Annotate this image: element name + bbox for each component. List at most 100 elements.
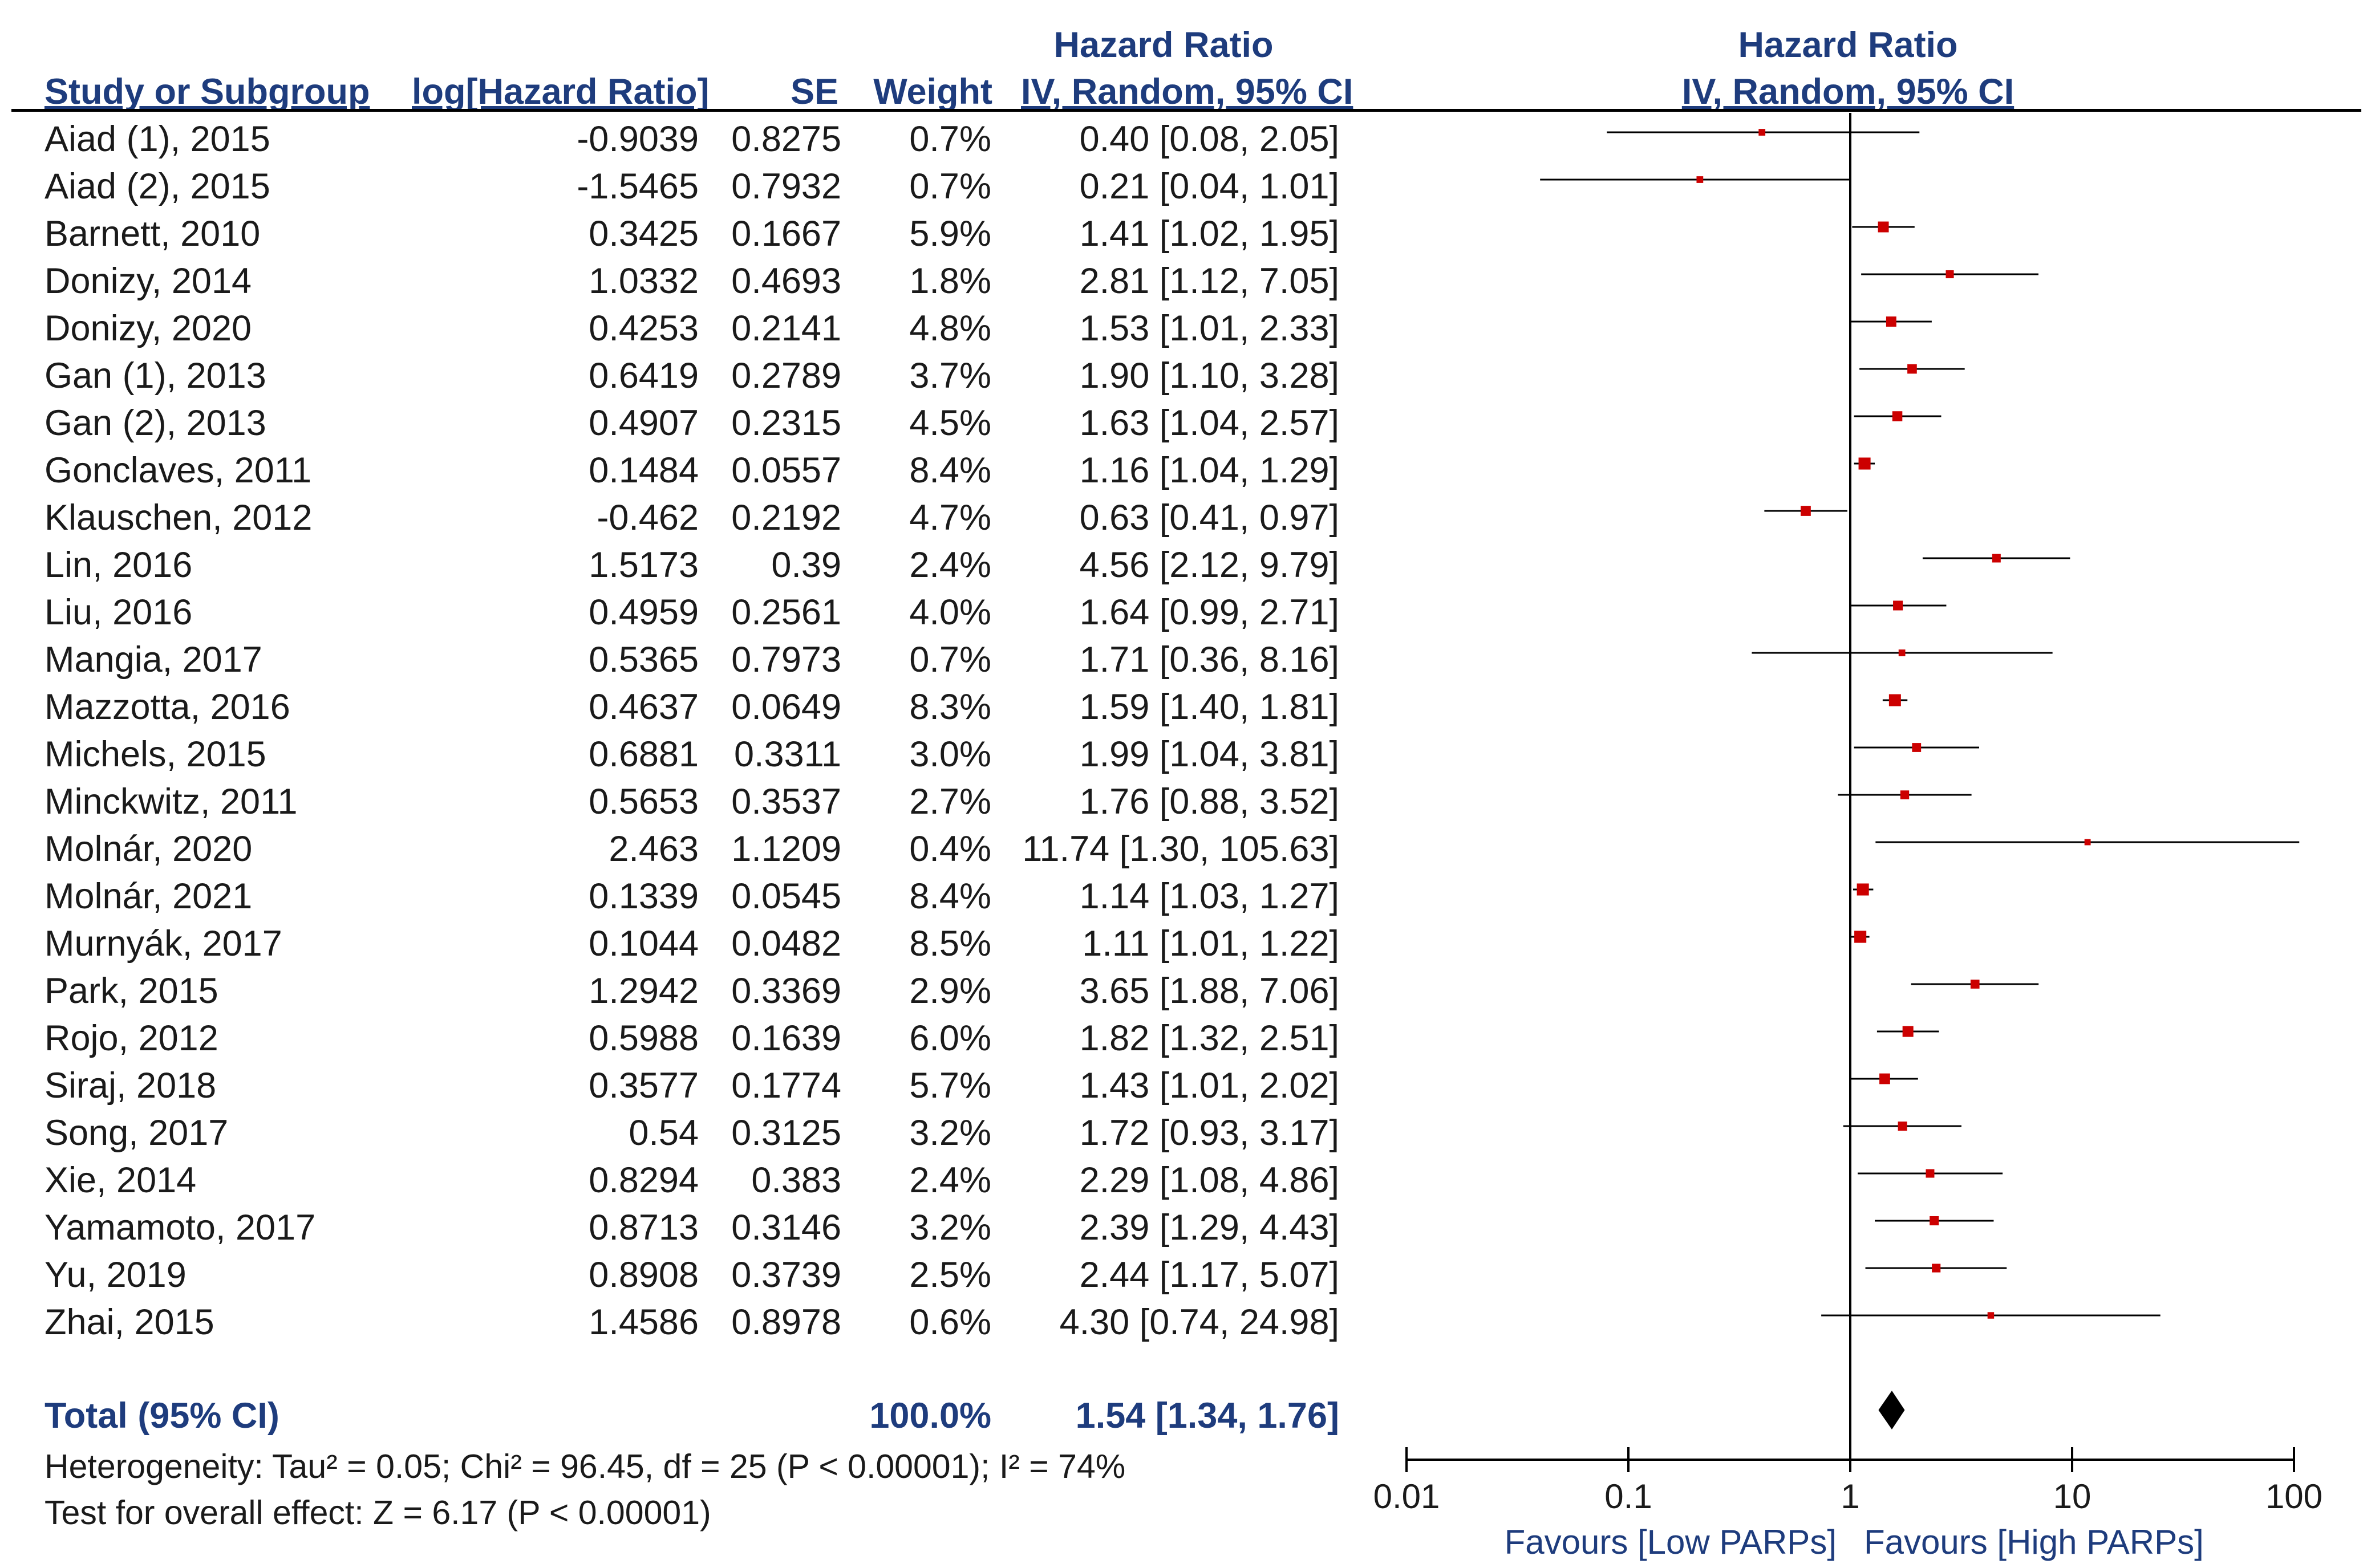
study-name: Barnett, 2010 — [44, 214, 261, 254]
study-se: 0.2192 — [731, 498, 841, 538]
study-se: 0.8275 — [731, 119, 841, 159]
study-weight: 8.3% — [909, 687, 991, 727]
study-name: Klauschen, 2012 — [44, 498, 313, 538]
study-log-hr: -0.9039 — [577, 119, 699, 159]
study-name: Xie, 2014 — [44, 1160, 197, 1200]
study-log-hr: 0.8908 — [589, 1255, 699, 1295]
study-name: Rojo, 2012 — [44, 1018, 218, 1058]
study-log-hr: 1.2942 — [589, 971, 699, 1011]
study-se: 0.39 — [771, 545, 841, 585]
study-ci: 2.29 [1.08, 4.86] — [1079, 1160, 1339, 1200]
study-log-hr: 0.1339 — [589, 876, 699, 916]
study-ci: 1.14 [1.03, 1.27] — [1079, 876, 1339, 916]
favours-right-label: Favours [High PARPs] — [1864, 1523, 2204, 1561]
hr-column-title: Hazard Ratio — [1053, 25, 1274, 65]
study-ci: 1.82 [1.32, 2.51] — [1079, 1018, 1339, 1058]
study-weight: 8.5% — [909, 924, 991, 964]
study-ci: 1.99 [1.04, 3.81] — [1079, 734, 1339, 774]
study-name: Gonclaves, 2011 — [44, 450, 312, 490]
header-hr-method: IV, Random, 95% CI — [1021, 72, 1353, 112]
favours-left-label: Favours [Low PARPs] — [1505, 1523, 1837, 1561]
study-weight: 2.7% — [909, 782, 991, 822]
study-weight: 8.4% — [909, 450, 991, 490]
study-marker — [1970, 980, 1980, 989]
study-ci: 0.63 [0.41, 0.97] — [1079, 498, 1339, 538]
study-se: 0.1639 — [731, 1018, 841, 1058]
study-name: Yu, 2019 — [44, 1255, 187, 1295]
study-ci: 0.21 [0.04, 1.01] — [1079, 166, 1339, 206]
study-weight: 5.7% — [909, 1066, 991, 1106]
study-log-hr: 0.3577 — [589, 1066, 699, 1106]
x-tick-label: 1 — [1841, 1477, 1859, 1516]
study-ci: 4.30 [0.74, 24.98] — [1059, 1302, 1339, 1342]
x-tick-label: 0.01 — [1373, 1477, 1440, 1516]
study-log-hr: 0.6881 — [589, 734, 699, 774]
study-marker — [1758, 129, 1766, 136]
study-marker — [2084, 839, 2091, 846]
overall-effect-text: Test for overall effect: Z = 6.17 (P < 0… — [44, 1494, 711, 1532]
study-log-hr: 2.463 — [609, 829, 699, 869]
study-log-hr: 0.3425 — [589, 214, 699, 254]
study-ci: 1.90 [1.10, 3.28] — [1079, 356, 1339, 396]
study-name: Donizy, 2020 — [44, 308, 252, 348]
study-log-hr: 0.5653 — [589, 782, 699, 822]
study-name: Molnár, 2020 — [44, 829, 253, 869]
study-marker — [1930, 1216, 1939, 1226]
study-marker — [1992, 554, 2001, 563]
study-log-hr: 1.4586 — [589, 1302, 699, 1342]
x-tick-label: 100 — [2265, 1477, 2323, 1516]
header-weight: Weight — [873, 72, 992, 112]
study-ci: 11.74 [1.30, 105.63] — [1022, 829, 1339, 869]
study-se: 0.3311 — [733, 734, 841, 774]
study-marker — [1801, 506, 1811, 516]
study-marker — [1987, 1312, 1995, 1319]
plot-title: Hazard Ratio — [1738, 25, 1958, 65]
study-se: 0.0649 — [731, 687, 841, 727]
study-ci: 1.59 [1.40, 1.81] — [1079, 687, 1339, 727]
study-weight: 4.5% — [909, 403, 991, 443]
study-name: Mangia, 2017 — [44, 640, 262, 680]
study-ci: 1.76 [0.88, 3.52] — [1079, 782, 1339, 822]
study-name: Siraj, 2018 — [44, 1066, 217, 1106]
study-weight: 8.4% — [909, 876, 991, 916]
study-se: 0.0545 — [731, 876, 841, 916]
study-se: 0.2141 — [731, 308, 841, 348]
study-weight: 2.5% — [909, 1255, 991, 1295]
study-ci: 1.63 [1.04, 2.57] — [1079, 403, 1339, 443]
heterogeneity-text: Heterogeneity: Tau² = 0.05; Chi² = 96.45… — [44, 1448, 1126, 1485]
study-name: Aiad (1), 2015 — [44, 119, 270, 159]
study-weight: 4.8% — [909, 308, 991, 348]
study-weight: 4.0% — [909, 592, 991, 632]
study-name: Zhai, 2015 — [44, 1302, 214, 1342]
study-weight: 2.4% — [909, 1160, 991, 1200]
study-se: 0.7932 — [731, 166, 841, 206]
study-se: 0.2315 — [731, 403, 841, 443]
study-weight: 0.7% — [909, 166, 991, 206]
study-marker — [1902, 1026, 1914, 1037]
pooled-diamond — [1878, 1391, 1905, 1429]
study-name: Song, 2017 — [44, 1113, 229, 1153]
study-log-hr: 0.1484 — [589, 450, 699, 490]
study-name: Minckwitz, 2011 — [44, 782, 298, 822]
study-se: 0.7973 — [731, 640, 841, 680]
study-weight: 0.7% — [909, 640, 991, 680]
study-se: 0.3739 — [731, 1255, 841, 1295]
study-name: Donizy, 2014 — [44, 261, 252, 301]
study-marker — [1857, 883, 1869, 896]
study-name: Gan (2), 2013 — [44, 403, 266, 443]
study-weight: 0.4% — [909, 829, 991, 869]
study-marker — [1898, 1121, 1907, 1131]
study-log-hr: 1.5173 — [589, 545, 699, 585]
study-se: 0.3125 — [731, 1113, 841, 1153]
study-marker — [1892, 411, 1903, 421]
study-name: Yamamoto, 2017 — [44, 1208, 316, 1248]
study-log-hr: 1.0332 — [589, 261, 699, 301]
study-name: Liu, 2016 — [44, 592, 193, 632]
study-weight: 3.2% — [909, 1208, 991, 1248]
study-name: Murnyák, 2017 — [44, 924, 282, 964]
study-marker — [1926, 1169, 1935, 1178]
study-se: 0.2561 — [731, 592, 841, 632]
study-se: 0.2789 — [731, 356, 841, 396]
study-log-hr: 0.1044 — [589, 924, 699, 964]
